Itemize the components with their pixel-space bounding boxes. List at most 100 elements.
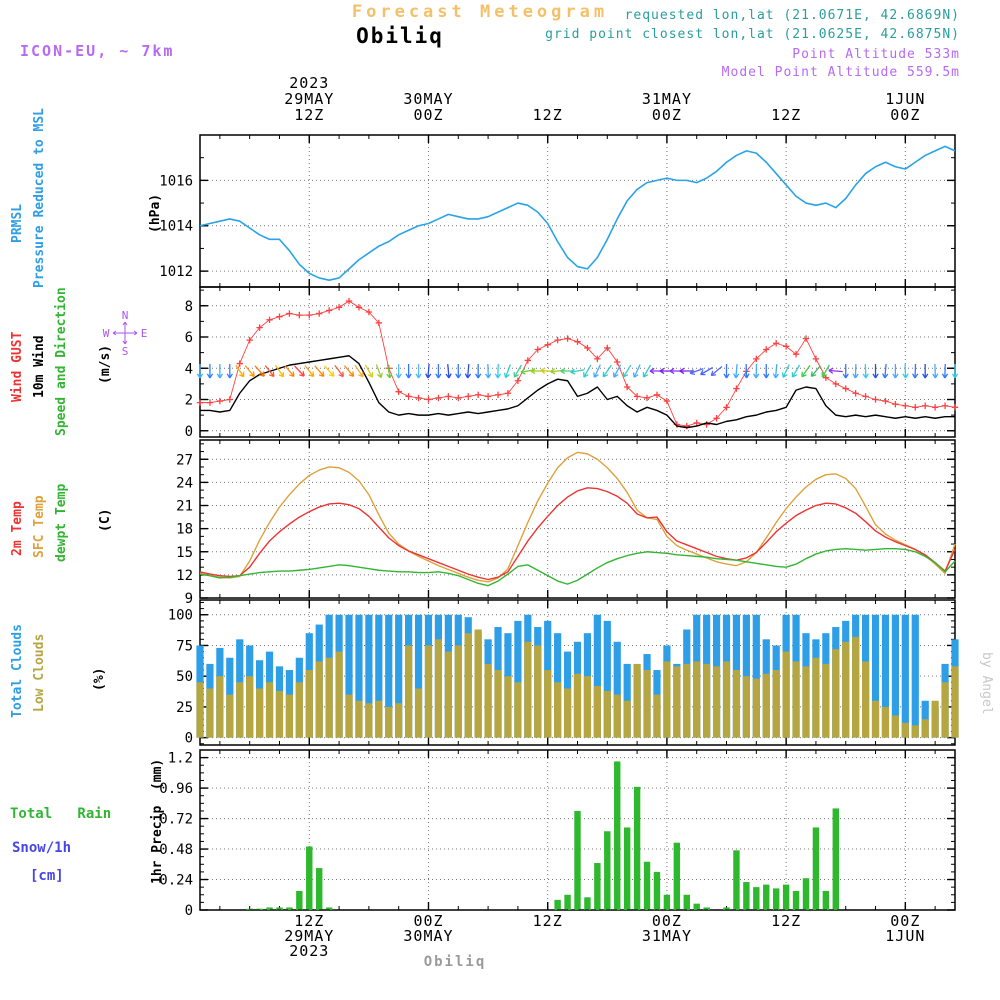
- wind-arrow-shape: [622, 364, 632, 378]
- wind-direction-arrow: [235, 364, 245, 378]
- rain-bar: [325, 907, 333, 910]
- rain-bar: [246, 908, 253, 910]
- total-cloud-bar: [385, 614, 393, 738]
- low-cloud-bar: [256, 688, 264, 738]
- low-cloud-bar: [941, 682, 949, 738]
- rain-bar: [564, 894, 571, 910]
- wind-direction-arrow: [941, 363, 949, 379]
- low-cloud-bar: [802, 666, 810, 738]
- low-cloud-bar: [931, 700, 939, 738]
- rain-bar: [306, 846, 313, 910]
- low-cloud-bar: [643, 670, 651, 738]
- wind-arrow-shape: [700, 366, 714, 376]
- top-year-label: 2023: [289, 74, 329, 92]
- total-cloud-bar: [345, 614, 353, 738]
- rain-bar: [316, 868, 323, 910]
- low-cloud-bar: [812, 657, 820, 738]
- rain-bar: [276, 907, 283, 910]
- pressure-unit-label: (hPa): [148, 193, 163, 233]
- wind-arrow-shape: [801, 364, 811, 378]
- top-date-label: 1JUN: [885, 90, 925, 108]
- y-tick-label: 0: [185, 731, 193, 747]
- wind-direction-arrow: [612, 364, 622, 378]
- wind-arrow-shape: [922, 364, 929, 379]
- wind-arrow-shape: [583, 364, 592, 378]
- total-cloud-bar: [891, 614, 899, 738]
- wind-arrow-shape: [334, 365, 344, 378]
- wind-arrow-shape: [425, 363, 432, 379]
- compass-arrows-icon: [112, 321, 138, 345]
- low-cloud-bar: [196, 682, 204, 738]
- top-date-label: 29MAY: [284, 90, 334, 108]
- wind-arrow-shape: [862, 363, 869, 379]
- low-cloud-bar: [693, 661, 701, 738]
- wind-10m-legend: 10m Wind: [32, 335, 47, 398]
- top-hour-label: 00Z: [652, 106, 682, 124]
- low-cloud-bar: [216, 676, 224, 738]
- rain-bar: [653, 871, 661, 910]
- wind-arrow-shape: [753, 363, 760, 379]
- low-cloud-bar: [236, 682, 244, 738]
- rain-bar: [286, 907, 293, 910]
- compass-west-label: W: [103, 327, 110, 340]
- wind-direction-arrow: [294, 365, 305, 377]
- grid-point-coords: grid point closest lon,lat (21.0625E, 42…: [545, 27, 960, 42]
- low-cloud-bar: [365, 703, 373, 738]
- low-cloud-bar: [424, 645, 433, 738]
- low-cloud-bar: [881, 706, 890, 738]
- snow-legend: Snow/1h: [12, 840, 72, 856]
- wind-direction-arrow: [743, 363, 750, 379]
- model-name: ICON-EU, ~ 7km: [20, 42, 175, 60]
- wind-direction-arrow: [334, 365, 344, 378]
- total-cloud-bar: [414, 614, 423, 738]
- low-cloud-bar: [871, 700, 880, 738]
- rain-bar: [673, 842, 681, 910]
- wind-direction-arrow: [852, 363, 859, 379]
- rain-bar: [604, 831, 611, 910]
- y-tick-label: 6: [185, 330, 193, 346]
- rain-bar: [693, 903, 700, 910]
- wind-gust-legend: Wind GUST: [10, 331, 25, 402]
- wind-direction-arrow: [354, 364, 364, 378]
- rain-bar: [753, 887, 760, 910]
- wind-direction-arrow: [323, 365, 335, 377]
- total-cloud-bar: [395, 614, 403, 738]
- wind-arrow-shape: [570, 368, 585, 375]
- wind-arrow-shape: [902, 363, 909, 379]
- total-cloud-bar: [613, 641, 621, 738]
- low-cloud-bar: [385, 706, 393, 738]
- low-cloud-bar: [752, 678, 760, 738]
- footer-station-name: Obiliq: [423, 954, 487, 970]
- wind-direction-arrow: [810, 365, 821, 377]
- total-cloud-bar: [593, 614, 601, 738]
- wind-direction-arrow: [932, 363, 939, 379]
- wind-direction-arrow: [951, 364, 959, 379]
- rain-bar: [733, 850, 740, 910]
- wind-arrow-shape: [344, 365, 355, 377]
- low-cloud-bar: [315, 661, 323, 738]
- low-cloud-bar: [762, 673, 770, 738]
- rain-bar: [772, 888, 780, 910]
- y-tick-label: 1.2: [168, 751, 193, 767]
- top-date-label: 30MAY: [403, 90, 453, 108]
- wind-arrow-shape: [494, 363, 502, 379]
- wind-arrow-shape: [772, 363, 780, 379]
- wind-arrow-shape: [386, 363, 393, 379]
- gust-plus-markers: [196, 297, 959, 430]
- wind-arrow-shape: [710, 366, 723, 377]
- y-tick-label: 0.24: [159, 873, 193, 889]
- bottom-hour-label: 00Z: [413, 912, 443, 930]
- rain-bar: [763, 884, 770, 910]
- wind-arrow-shape: [872, 364, 879, 379]
- wind-arrow-shape: [932, 363, 939, 379]
- wind-arrow-shape: [733, 363, 740, 379]
- wind-direction-arrow: [801, 364, 811, 378]
- temp-2m-line: [199, 487, 956, 581]
- total-cloud-bar: [881, 614, 890, 738]
- y-tick-label: 25: [176, 700, 193, 716]
- low-cloud-bar: [623, 700, 631, 738]
- y-tick-label: 12: [176, 568, 193, 584]
- low-cloud-bar: [534, 645, 542, 738]
- low-cloud-bar: [613, 694, 621, 738]
